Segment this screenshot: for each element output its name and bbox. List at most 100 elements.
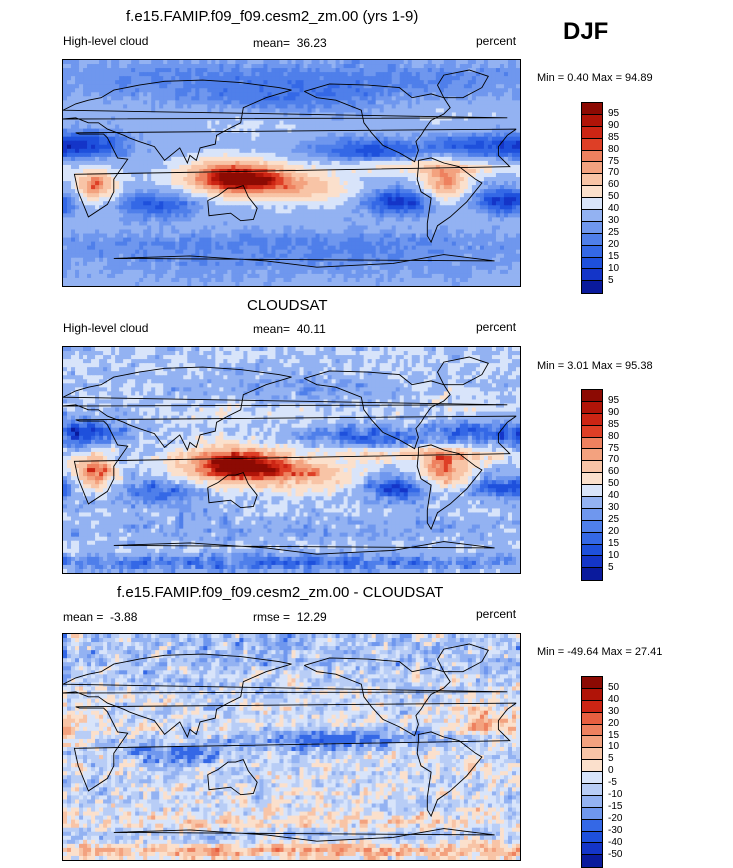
field-cell (91, 164, 96, 170)
field-cell (111, 120, 116, 126)
field-cell (191, 72, 196, 77)
field-cell (323, 217, 329, 223)
field-cell (455, 229, 461, 235)
field-cell (107, 164, 112, 170)
field-cell (163, 108, 168, 114)
field-cell (331, 173, 337, 178)
field-cell (319, 92, 325, 97)
field-cell (251, 229, 257, 235)
field-cell (199, 168, 204, 174)
field-cell (419, 132, 425, 138)
field-cell (515, 104, 520, 110)
field-cell (195, 168, 200, 174)
field-cell (363, 128, 369, 134)
field-cell (91, 156, 96, 162)
field-cell (155, 160, 160, 166)
field-cell (507, 68, 513, 73)
field-cell (407, 76, 413, 81)
field-cell (91, 201, 96, 206)
field-cell (87, 104, 92, 110)
field-cell (323, 209, 329, 214)
field-cell (455, 76, 461, 81)
field-cell (207, 104, 212, 110)
field-cell (287, 60, 293, 65)
field-cell (451, 168, 457, 174)
field-cell (487, 72, 493, 77)
field-cell (427, 152, 433, 158)
field-cell (335, 164, 341, 170)
field-cell (111, 197, 116, 202)
field-cell (227, 205, 232, 210)
field-cell (511, 124, 517, 130)
field-cell (447, 108, 453, 114)
field-cell (463, 201, 469, 206)
field-cell (103, 225, 108, 231)
field-cell (507, 92, 513, 97)
field-cell (259, 193, 265, 198)
field-cell (107, 132, 112, 138)
field-cell (295, 164, 301, 170)
field-cell (255, 72, 261, 77)
field-cell (427, 92, 433, 97)
field-cell (287, 221, 293, 227)
field-cell (383, 225, 389, 231)
field-cell (479, 120, 485, 126)
field-cell (231, 76, 236, 81)
field-cell (335, 173, 341, 178)
field-cell (115, 76, 120, 81)
field-cell (399, 168, 405, 174)
field-cell (271, 213, 277, 218)
field-cell (315, 144, 321, 150)
field-cell (75, 76, 80, 81)
field-cell (159, 205, 164, 210)
field-cell (363, 209, 369, 214)
field-cell (143, 209, 148, 214)
field-cell (131, 173, 136, 178)
field-cell (395, 96, 401, 101)
field-cell (267, 229, 273, 235)
field-cell (155, 140, 160, 146)
field-cell (123, 217, 128, 223)
field-cell (275, 120, 281, 126)
field-cell (179, 64, 184, 69)
field-cell (139, 168, 144, 174)
field-cell (303, 76, 309, 81)
field-cell (491, 112, 497, 118)
field-cell (271, 68, 277, 73)
field-cell (471, 76, 477, 81)
field-cell (179, 108, 184, 114)
field-cell (79, 177, 84, 182)
field-cell (343, 177, 349, 182)
field-cell (115, 64, 120, 69)
field-cell (307, 108, 313, 114)
field-cell (515, 72, 520, 77)
field-cell (195, 124, 200, 130)
field-cell (399, 156, 405, 162)
field-cell (387, 189, 393, 194)
field-cell (107, 152, 112, 158)
field-cell (187, 124, 192, 130)
field-cell (327, 100, 333, 105)
field-cell (463, 120, 469, 126)
field-cell (499, 209, 505, 214)
field-cell (135, 217, 140, 223)
field-cell (203, 225, 208, 231)
field-cell (319, 205, 325, 210)
field-cell (135, 88, 140, 93)
field-cell (403, 92, 409, 97)
field-cell (267, 173, 273, 178)
field-cell (179, 132, 184, 138)
field-cell (195, 173, 200, 178)
field-cell (495, 221, 501, 227)
field-cell (227, 193, 232, 198)
field-cell (347, 201, 353, 206)
field-cell (391, 217, 397, 223)
field-cell (451, 201, 457, 206)
field-cell (95, 124, 100, 130)
field-cell (447, 177, 453, 182)
field-cell (195, 164, 200, 170)
field-cell (347, 213, 353, 218)
field-cell (155, 60, 160, 65)
field-cell (175, 160, 180, 166)
field-cell (263, 173, 269, 178)
